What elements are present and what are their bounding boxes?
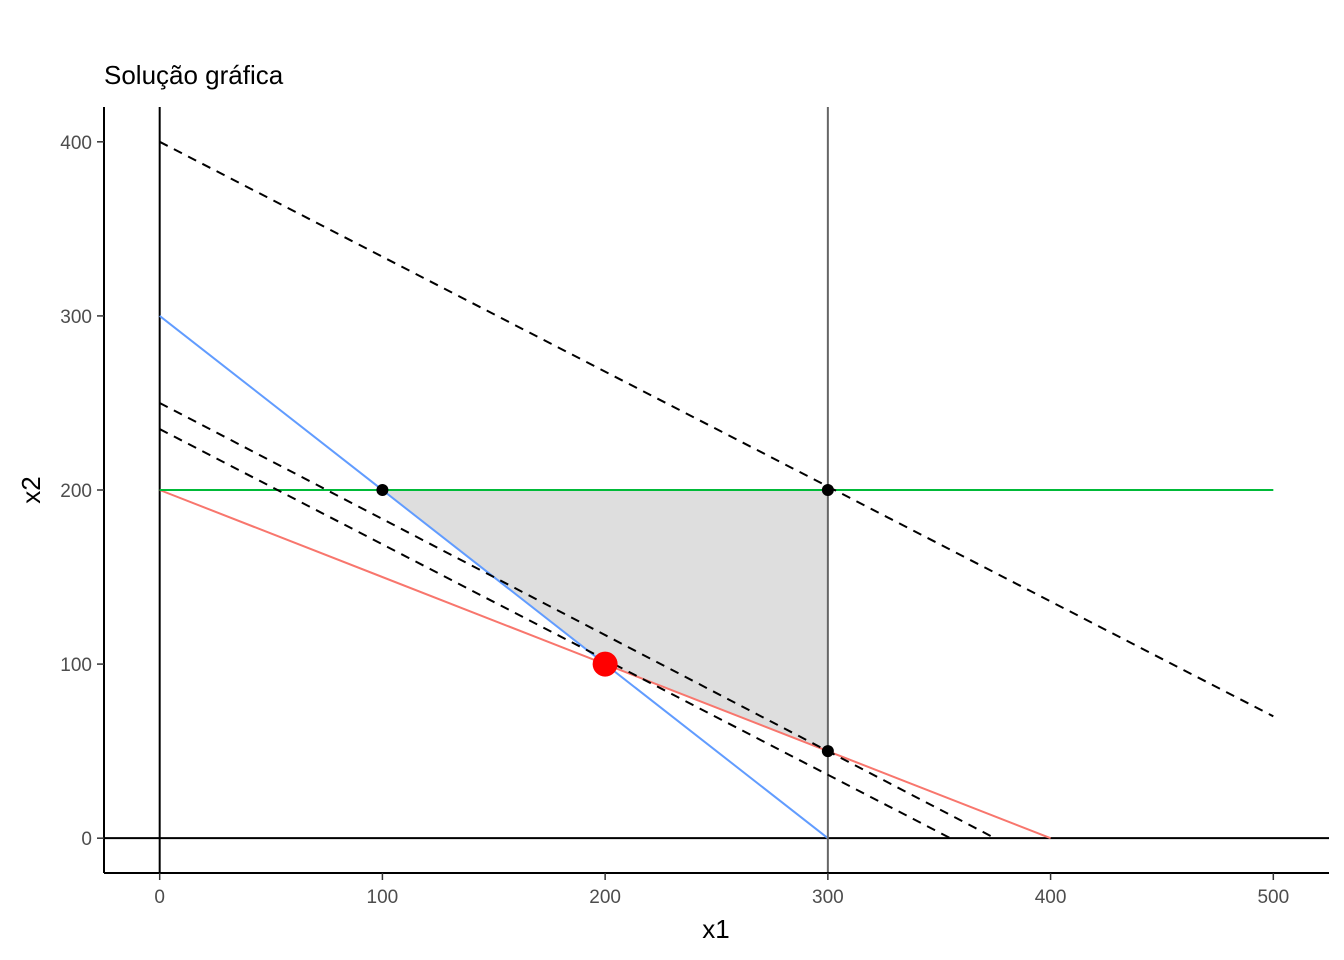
x-axis-title: x1 <box>702 914 729 944</box>
x-tick-label-100: 100 <box>367 887 399 908</box>
vertex-point-2 <box>821 745 834 758</box>
plot-area <box>104 107 1329 873</box>
vertex-point-0 <box>376 484 389 496</box>
objective-line-4 <box>159 140 1274 718</box>
x-tick-label-200: 200 <box>589 887 621 908</box>
y-tick-label-200: 200 <box>60 481 92 502</box>
y-axis-title: x2 <box>16 476 46 503</box>
feasible-region <box>382 490 828 752</box>
y-tick-label-100: 100 <box>60 655 92 676</box>
y-tick-label-400: 400 <box>60 133 92 154</box>
objective-line-5 <box>159 402 996 840</box>
y-tick-label-0: 0 <box>81 829 92 850</box>
x-tick-label-400: 400 <box>1035 887 1067 908</box>
y-tick-label-300: 300 <box>60 307 92 328</box>
x-tick-label-0: 0 <box>154 887 165 908</box>
axes: 0 100 200 300 400 500 0 100 200 300 400 <box>60 107 1329 908</box>
vertex-point-1 <box>821 484 834 496</box>
optimal-point <box>592 651 618 677</box>
x-tick-label-300: 300 <box>812 887 844 908</box>
x-tick-label-500: 500 <box>1257 887 1289 908</box>
objective-line-6 <box>159 428 951 840</box>
chart-title: Solução gráfica <box>104 60 284 90</box>
